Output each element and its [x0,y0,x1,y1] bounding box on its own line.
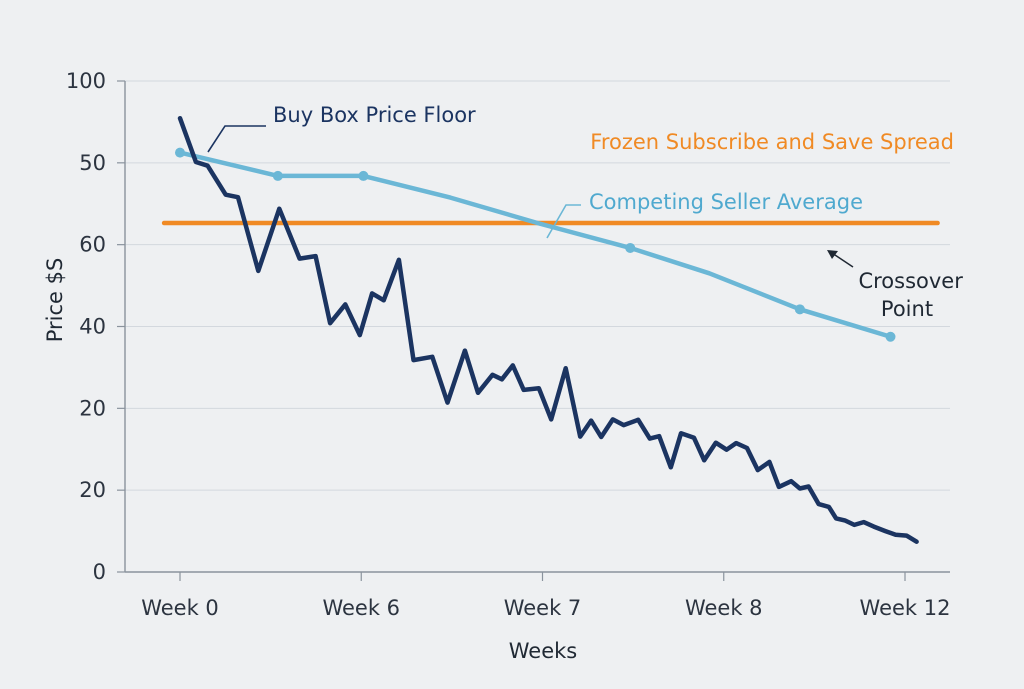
y-axis-title: Price $S [43,258,67,343]
x-tick-label: Week 12 [860,596,951,620]
y-tick-label: 60 [79,233,106,257]
competing-seller-point [625,242,636,253]
crossover-label: Crossover Point [858,269,969,321]
grid-lines [125,80,950,491]
buy-box-line [177,115,919,544]
x-axis-title: Weeks [509,639,577,663]
crossover-label-line-1: Crossover [858,269,963,293]
y-tick-label: 20 [79,396,106,420]
competing-seller-line [177,150,893,339]
series-layer [161,115,940,544]
tick-labels: 100 50 60 40 20 20 0 Week 0 Week 6 Week 7 Week 8 We… [66,69,951,620]
crossover-label-line-2: Point [881,297,933,321]
x-tick-label: Week 6 [322,596,400,620]
y-tick-label: 100 [66,69,106,93]
crossover-arrow-icon [827,250,854,268]
frozen-spread-label: Frozen Subscribe and Save Spread [590,130,954,154]
x-tick-label: Week 7 [504,596,582,620]
competing-seller-point [175,147,185,158]
competing-seller-label: Competing Seller Average [589,190,863,214]
axes [117,80,950,581]
y-tick-label: 20 [79,478,106,502]
y-tick-label: 40 [79,315,106,339]
competing-seller-point [794,304,805,315]
y-tick-label: 50 [79,151,106,175]
competing-seller-leader-line [546,204,581,239]
competing-seller-point [358,170,369,181]
buy-box-leader-line [207,125,266,153]
competing-seller-point [885,331,896,342]
competing-seller-point [272,170,283,181]
x-tick-label: Week 8 [685,596,763,620]
x-tick-label: Week 0 [141,596,219,620]
y-tick-label: 0 [93,560,106,584]
buy-box-label: Buy Box Price Floor [273,103,476,127]
